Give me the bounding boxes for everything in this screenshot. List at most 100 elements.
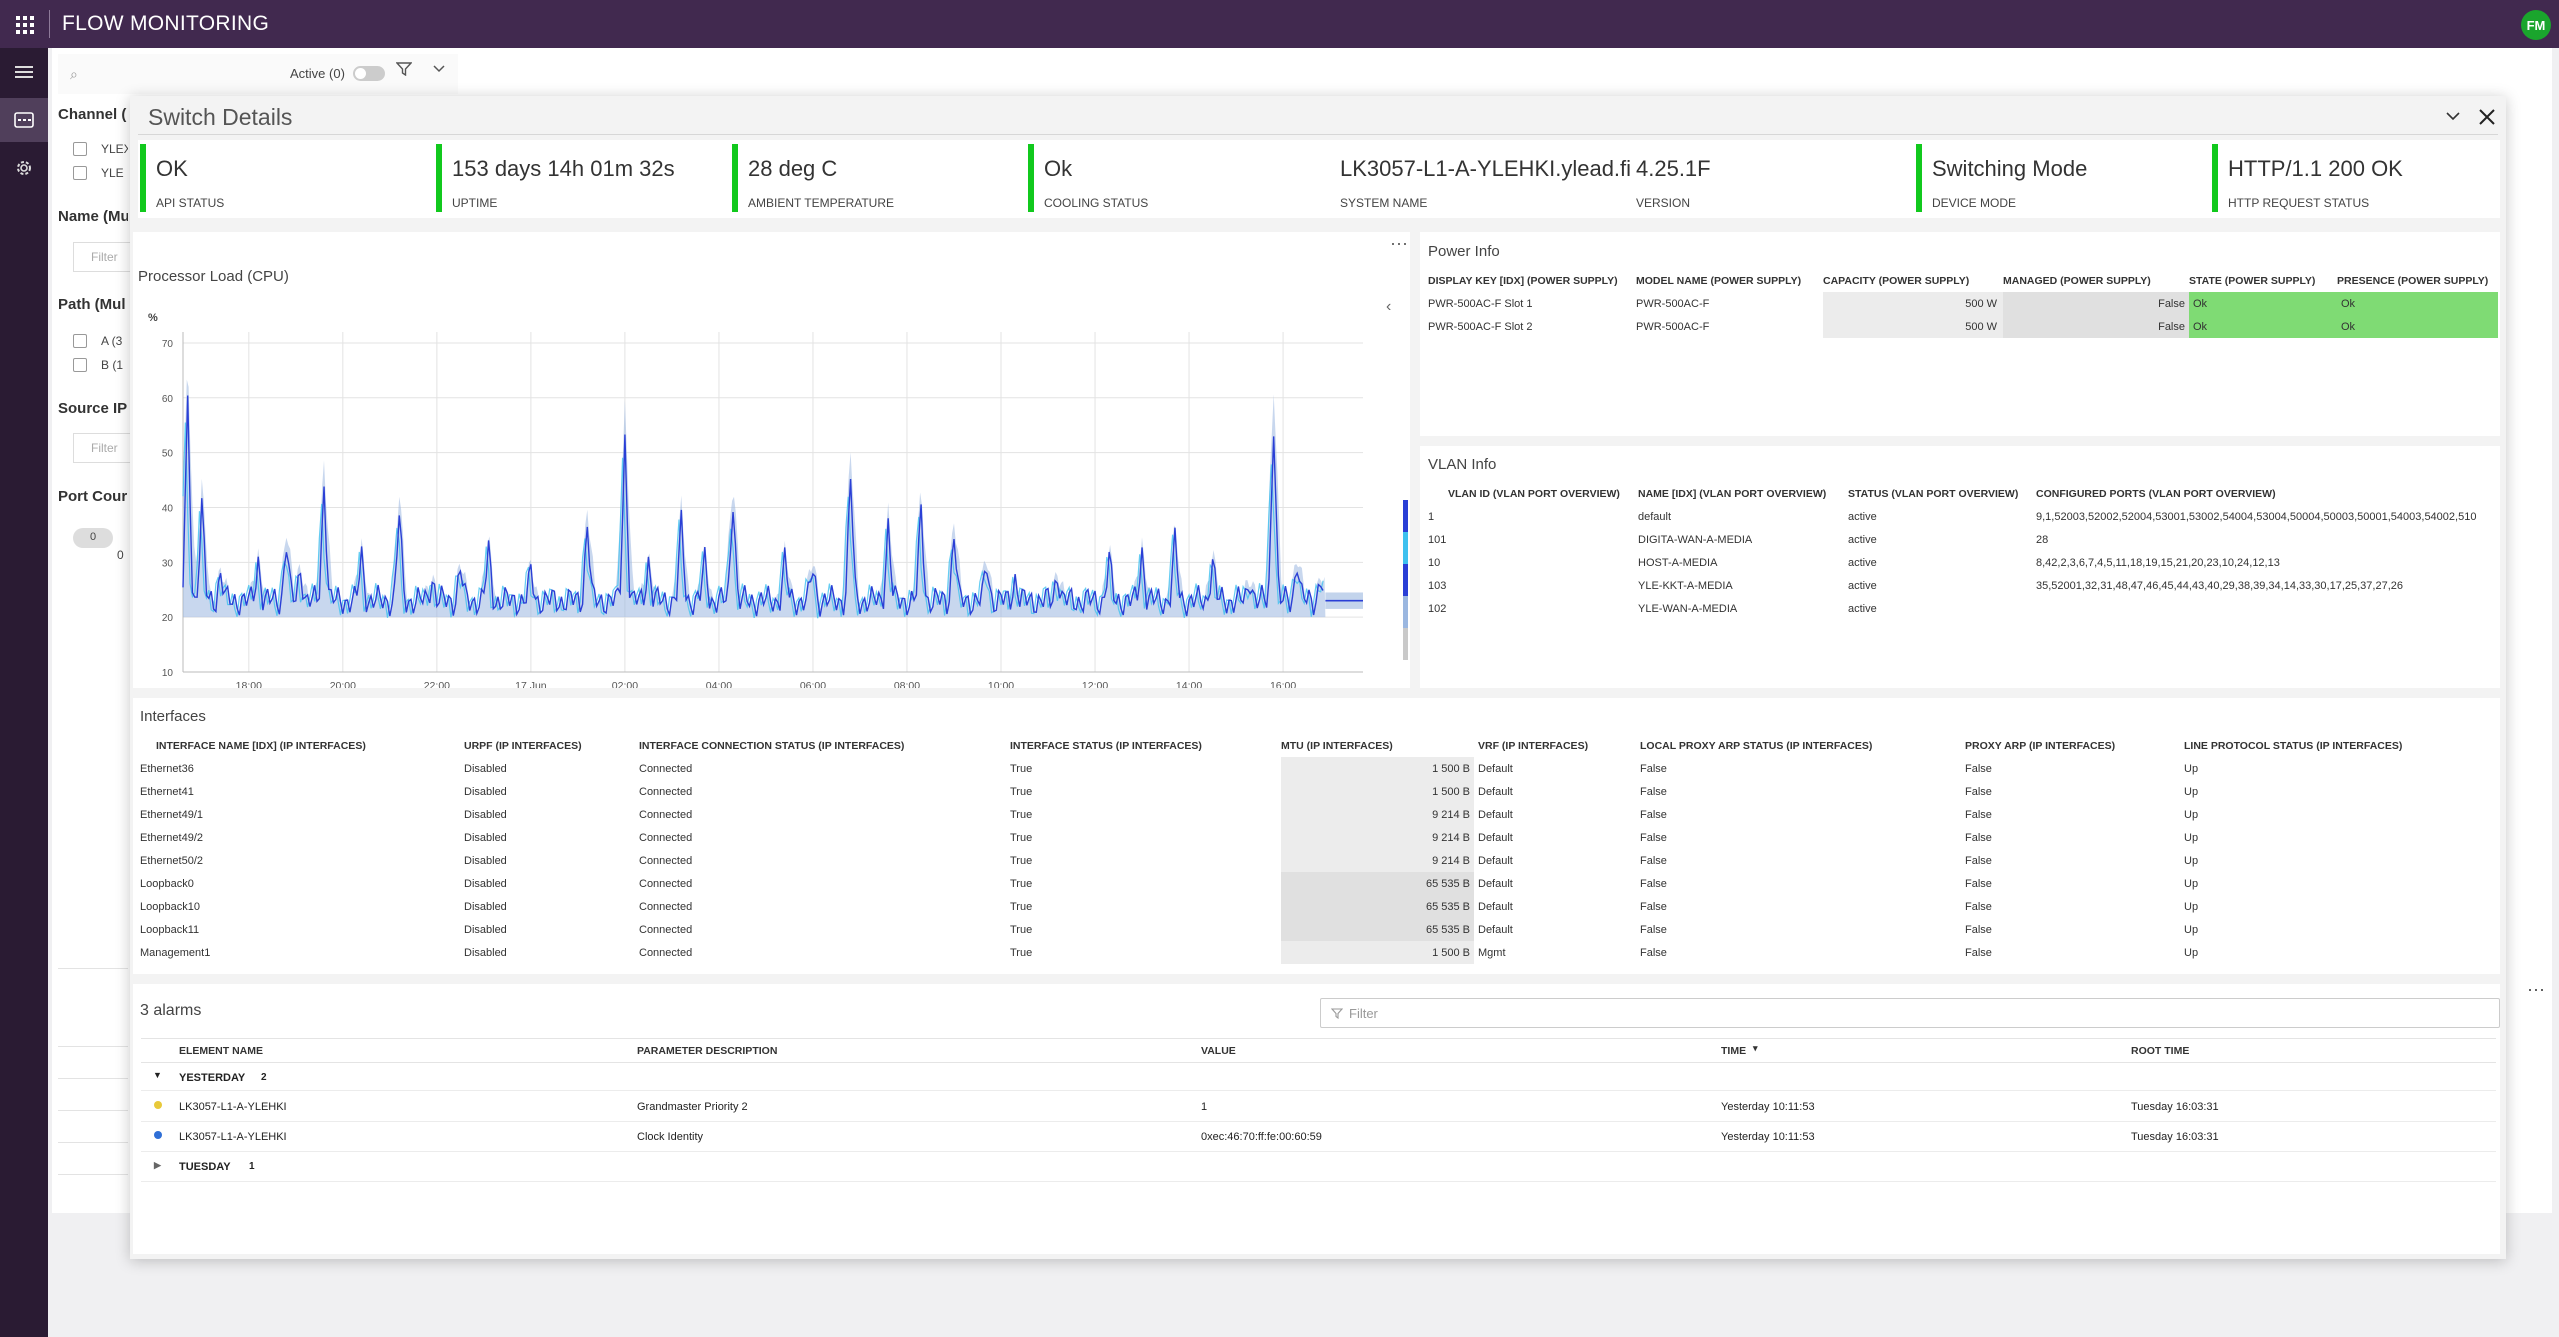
column-header[interactable]: DISPLAY KEY [IDX] (POWER SUPPLY)	[1428, 275, 1618, 287]
kpi-ambient-temperature: 28 deg C AMBIENT TEMPERATURE	[732, 142, 1022, 214]
column-header[interactable]: MANAGED (POWER SUPPLY)	[2003, 275, 2151, 287]
kpi-value: OK	[156, 156, 188, 181]
column-header[interactable]: CONFIGURED PORTS (VLAN PORT OVERVIEW)	[2036, 488, 2276, 500]
column-header[interactable]: TIME	[1721, 1045, 1747, 1057]
table-row[interactable]: Management1 Disabled Connected True 1 500 B M…	[140, 941, 2495, 964]
name-filter-input[interactable]: Filter	[73, 242, 131, 272]
user-avatar[interactable]: FM	[2521, 10, 2551, 40]
table-cell: False	[1965, 900, 1992, 913]
menu-icon[interactable]	[0, 50, 48, 94]
port-slider-pill[interactable]: 0	[73, 528, 113, 548]
table-row[interactable]: Ethernet49/1 Disabled Connected True 9 214 B…	[140, 803, 2495, 826]
status-cell: Ok	[2337, 292, 2498, 315]
column-header[interactable]: MTU (IP INTERFACES)	[1281, 740, 1393, 752]
chevron-right-icon[interactable]: ▶	[154, 1160, 161, 1170]
table-row[interactable]: 103 YLE-KKT-A-MEDIA active 35,52001,32,31,4…	[1428, 574, 2498, 597]
filter-icon[interactable]	[395, 62, 413, 81]
search-icon[interactable]: ⌕	[70, 66, 78, 82]
column-header[interactable]: CAPACITY (POWER SUPPLY)	[1823, 275, 1970, 287]
more-options-icon[interactable]: ⋯	[1390, 234, 1409, 254]
chevron-down-icon[interactable]: ▼	[153, 1070, 162, 1080]
table-row[interactable]: Loopback10 Disabled Connected True 65 535 B D…	[140, 895, 2495, 918]
column-header[interactable]: STATE (POWER SUPPLY)	[2189, 275, 2316, 287]
column-header[interactable]: MODEL NAME (POWER SUPPLY)	[1636, 275, 1802, 287]
source-ip-filter-input[interactable]: Filter	[73, 433, 131, 463]
chevron-left-icon[interactable]: ‹	[1386, 298, 1393, 315]
table-cell: True	[1010, 808, 1033, 821]
table-cell: 102	[1428, 602, 1447, 615]
table-cell: Connected	[639, 900, 693, 913]
chevron-down-icon[interactable]	[432, 62, 446, 80]
column-header[interactable]: INTERFACE STATUS (IP INTERFACES)	[1010, 740, 1202, 752]
column-header[interactable]: LOCAL PROXY ARP STATUS (IP INTERFACES)	[1640, 740, 1873, 752]
table-row[interactable]: 101 DIGITA-WAN-A-MEDIA active 28	[1428, 528, 2498, 551]
column-header[interactable]: ELEMENT NAME	[179, 1045, 263, 1057]
vlan-info-title: VLAN Info	[1428, 456, 1497, 473]
active-toggle[interactable]	[353, 66, 385, 81]
alarm-row[interactable]: LK3057-L1-A-YLEHKI Grandmaster Priority …	[141, 1092, 2496, 1120]
alarm-row[interactable]: LK3057-L1-A-YLEHKI Clock Identity 0xec:4…	[141, 1122, 2496, 1150]
column-header[interactable]: PROXY ARP (IP INTERFACES)	[1965, 740, 2116, 752]
y-tick-label: 70	[162, 339, 174, 350]
cpu-chart: % 10 20 30 40 50 60 70 18:00 20:00 22:00 17 Jun 02:0…	[148, 312, 1363, 688]
alarm-group-row[interactable]: ▶ TUESDAY 1	[141, 1152, 2496, 1180]
table-cell: 35,52001,32,31,48,47,46,45,44,43,40,29,3…	[2036, 579, 2404, 592]
table-cell: Up	[2184, 900, 2199, 913]
table-cell: True	[1010, 762, 1033, 775]
channel-checkbox[interactable]	[73, 142, 87, 156]
table-row[interactable]: Ethernet41 Disabled Connected True 1 500 B De…	[140, 780, 2495, 803]
column-header[interactable]: URPF (IP INTERFACES)	[464, 740, 582, 752]
column-header[interactable]: INTERFACE CONNECTION STATUS (IP INTERFAC…	[639, 740, 905, 752]
table-cell: Connected	[639, 877, 693, 890]
column-header[interactable]: LINE PROTOCOL STATUS (IP INTERFACES)	[2184, 740, 2403, 752]
table-cell: 65 535 B	[1281, 872, 1474, 895]
table-cell: Connected	[639, 831, 693, 844]
column-header[interactable]: INTERFACE NAME [IDX] (IP INTERFACES)	[156, 740, 366, 752]
path-checkbox[interactable]	[73, 334, 87, 348]
gear-icon[interactable]	[0, 146, 48, 190]
table-cell: Connected	[639, 808, 693, 821]
table-cell: False	[1640, 785, 1667, 798]
alarm-root-time: Tuesday 16:03:31	[2131, 1101, 2219, 1113]
table-row[interactable]: 102 YLE-WAN-A-MEDIA active	[1428, 597, 2498, 620]
table-row[interactable]: PWR-500AC-F Slot 1 PWR-500AC-F 500 W Fal…	[1428, 292, 2498, 315]
path-checkbox[interactable]	[73, 358, 87, 372]
table-row[interactable]: Ethernet36 Disabled Connected True 1 500 B De…	[140, 757, 2495, 780]
table-cell: 8,42,2,3,6,7,4,5,11,18,19,15,21,20,23,10…	[2036, 556, 2280, 569]
alarm-filter-input[interactable]: Filter	[1320, 998, 2500, 1028]
x-tick-label: 10:00	[988, 680, 1014, 688]
kpi-label: COOLING STATUS	[1044, 196, 1149, 210]
divider	[141, 1151, 2496, 1152]
table-cell: Connected	[639, 762, 693, 775]
kpi-row: OK API STATUS 153 days 14h 01m 32s UPTIME …	[138, 140, 2500, 218]
sort-desc-icon[interactable]: ▾	[1753, 1043, 1758, 1053]
collapse-chevron-icon[interactable]	[2445, 106, 2461, 127]
column-header[interactable]: NAME [IDX] (VLAN PORT OVERVIEW)	[1638, 488, 1827, 500]
alarm-group-label: YESTERDAY	[179, 1072, 246, 1084]
table-row[interactable]: Ethernet49/2 Disabled Connected True 9 214 B…	[140, 826, 2495, 849]
table-row[interactable]: 10 HOST-A-MEDIA active 8,42,2,3,6,7,4,5,11,…	[1428, 551, 2498, 574]
flow-icon[interactable]	[0, 98, 48, 142]
table-row[interactable]: Ethernet50/2 Disabled Connected True 9 214 B…	[140, 849, 2495, 872]
alarm-group-row[interactable]: ▼ YESTERDAY 2	[141, 1064, 2496, 1090]
kpi-value: Switching Mode	[1932, 156, 2088, 181]
app-header: FLOW MONITORING FM	[0, 0, 2559, 48]
channel-checkbox[interactable]	[73, 166, 87, 180]
column-header[interactable]: VALUE	[1201, 1045, 1236, 1057]
kpi-label: HTTP REQUEST STATUS	[2228, 196, 2370, 210]
table-cell: Loopback10	[140, 900, 200, 913]
close-icon[interactable]	[2478, 100, 2496, 133]
column-header[interactable]: VLAN ID (VLAN PORT OVERVIEW)	[1448, 488, 1620, 500]
column-header[interactable]: ROOT TIME	[2131, 1045, 2190, 1057]
table-row[interactable]: 1 default active 9,1,52003,52002,52004,5300…	[1428, 505, 2498, 528]
more-options-icon[interactable]: ⋯	[2527, 980, 2545, 1000]
column-header[interactable]: PRESENCE (POWER SUPPLY)	[2337, 275, 2489, 287]
column-header[interactable]: STATUS (VLAN PORT OVERVIEW)	[1848, 488, 2019, 500]
table-row[interactable]: Loopback0 Disabled Connected True 65 535 B De…	[140, 872, 2495, 895]
column-header[interactable]: VRF (IP INTERFACES)	[1478, 740, 1589, 752]
app-launcher-icon[interactable]	[13, 13, 35, 35]
table-cell: PWR-500AC-F	[1636, 297, 1710, 310]
table-row[interactable]: PWR-500AC-F Slot 2 PWR-500AC-F 500 W Fal…	[1428, 315, 2498, 338]
column-header[interactable]: PARAMETER DESCRIPTION	[637, 1045, 778, 1057]
table-row[interactable]: Loopback11 Disabled Connected True 65 535 B D…	[140, 918, 2495, 941]
